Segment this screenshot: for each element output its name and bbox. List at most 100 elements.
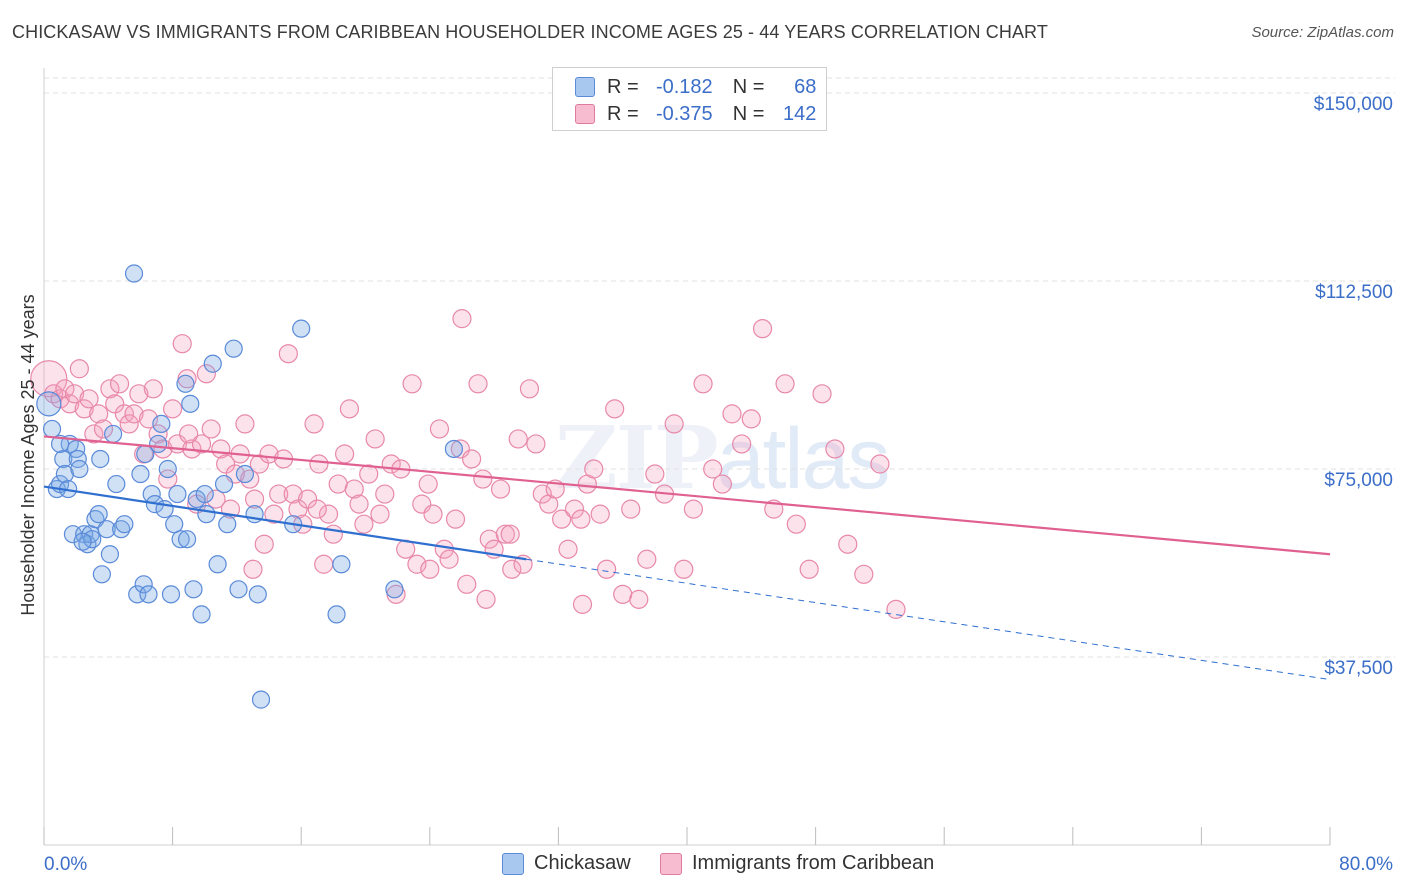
caribbean-point bbox=[244, 489, 265, 509]
caribbean-point bbox=[288, 499, 308, 519]
caribbean-point bbox=[838, 534, 858, 554]
chickasaw-point bbox=[112, 520, 131, 539]
legend-label: Chickasaw bbox=[534, 852, 631, 874]
caribbean-point bbox=[495, 524, 515, 544]
series-legend: Chickasaw Immigrants from Caribbean bbox=[0, 852, 1406, 878]
caribbean-point bbox=[216, 454, 236, 474]
caribbean-point bbox=[307, 499, 327, 519]
source-label: Source: ZipAtlas.com bbox=[1251, 24, 1394, 41]
axes bbox=[43, 68, 1331, 846]
chickasaw-point bbox=[107, 474, 126, 494]
caribbean-point bbox=[64, 384, 85, 404]
caribbean-point bbox=[645, 464, 665, 484]
chickasaw-point bbox=[224, 339, 243, 358]
correlation-legend: R = -0.182 N = 68 R = -0.375 N = 142 bbox=[552, 67, 827, 131]
y-tick-label: $150,000 bbox=[1314, 94, 1393, 115]
caribbean-point bbox=[418, 474, 438, 494]
caribbean-point bbox=[328, 474, 348, 494]
caribbean-point bbox=[564, 499, 585, 519]
caribbean-point bbox=[109, 374, 130, 394]
caribbean-point bbox=[309, 454, 329, 474]
chickasaw-point bbox=[134, 575, 153, 594]
caribbean-point bbox=[335, 444, 355, 464]
caribbean-point bbox=[179, 424, 199, 444]
caribbean-point bbox=[526, 434, 546, 454]
caribbean-point bbox=[304, 414, 324, 434]
caribbean-point bbox=[323, 524, 343, 544]
caribbean-point bbox=[318, 504, 339, 524]
caribbean-point bbox=[344, 479, 364, 499]
caribbean-point bbox=[703, 459, 723, 479]
chickasaw-point bbox=[327, 605, 346, 624]
chickasaw-point bbox=[97, 520, 116, 539]
caribbean-point bbox=[314, 554, 334, 574]
chickasaw-point bbox=[139, 585, 158, 604]
caribbean-point bbox=[683, 499, 704, 519]
chickasaw-point bbox=[332, 555, 351, 574]
chickasaw-point bbox=[50, 434, 70, 454]
caribbean-point bbox=[254, 534, 274, 554]
r-value: -0.182 bbox=[655, 75, 713, 98]
legend-row-chickasaw: R = -0.182 N = 68 bbox=[575, 74, 816, 100]
caribbean-swatch bbox=[575, 104, 595, 124]
caribbean-point bbox=[712, 474, 732, 494]
x-tick-label-max: 80.0% bbox=[1339, 854, 1393, 875]
chickasaw-point bbox=[124, 264, 144, 283]
tick-labels: $37,500 $75,000 $112,500 $150,000 0.0% 80.0% H… bbox=[18, 94, 1393, 875]
caribbean-point bbox=[235, 414, 255, 434]
caribbean-point bbox=[148, 424, 168, 444]
caribbean-point bbox=[298, 489, 318, 509]
chickasaw-point bbox=[131, 464, 150, 484]
caribbean-point bbox=[468, 374, 488, 394]
chickasaw-point bbox=[165, 515, 184, 534]
caribbean-point bbox=[206, 489, 226, 509]
caribbean-point bbox=[365, 429, 385, 449]
chickasaw-point bbox=[70, 459, 89, 479]
n-label: N = bbox=[732, 75, 765, 98]
chickasaw-point bbox=[55, 464, 74, 484]
caribbean-point bbox=[674, 559, 694, 579]
chickasaw-point bbox=[158, 459, 177, 479]
caribbean-point bbox=[584, 459, 604, 479]
caribbean-point bbox=[605, 399, 625, 419]
caribbean-point bbox=[84, 424, 104, 444]
caribbean-point bbox=[476, 589, 496, 609]
caribbean-point bbox=[240, 469, 260, 489]
caribbean-point bbox=[191, 434, 212, 454]
caribbean-point bbox=[558, 539, 578, 559]
caribbean-point bbox=[664, 414, 684, 434]
caribbean-point bbox=[264, 504, 284, 524]
legend-label: Immigrants from Caribbean bbox=[692, 852, 935, 874]
y-axis-label: Householder Income Ages 25 - 44 years bbox=[18, 294, 38, 615]
chickasaw-point bbox=[444, 439, 464, 459]
caribbean-point bbox=[278, 344, 298, 364]
caribbean-point bbox=[786, 514, 806, 534]
caribbean-point bbox=[597, 559, 617, 579]
caribbean-point bbox=[752, 319, 773, 339]
chickasaw-trend-extension bbox=[526, 558, 1331, 681]
caribbean-point bbox=[519, 379, 540, 399]
chickasaw-point bbox=[184, 580, 203, 599]
caribbean-point bbox=[812, 384, 832, 404]
chickasaw-point bbox=[385, 580, 404, 599]
chickasaw-trend-line bbox=[43, 485, 527, 561]
caribbean-point bbox=[100, 379, 120, 399]
caribbean-point bbox=[30, 360, 68, 398]
caribbean-point bbox=[423, 504, 443, 524]
caribbean-point bbox=[124, 404, 144, 424]
caribbean-point bbox=[722, 404, 742, 424]
caribbean-point bbox=[74, 399, 94, 419]
caribbean-swatch bbox=[660, 852, 682, 875]
caribbean-point bbox=[473, 469, 493, 489]
chickasaw-point bbox=[251, 690, 271, 709]
chickasaw-point bbox=[197, 505, 216, 524]
caribbean-point bbox=[500, 524, 520, 544]
legend-row-caribbean: R = -0.375 N = 142 bbox=[575, 101, 816, 127]
caribbean-point bbox=[621, 499, 641, 519]
caribbean-point bbox=[339, 399, 360, 419]
n-value: 68 bbox=[794, 75, 817, 98]
caribbean-point bbox=[402, 374, 422, 394]
legend-item-caribbean: Immigrants from Caribbean bbox=[660, 852, 934, 875]
caribbean-points bbox=[30, 309, 906, 619]
chickasaw-point bbox=[177, 530, 197, 549]
